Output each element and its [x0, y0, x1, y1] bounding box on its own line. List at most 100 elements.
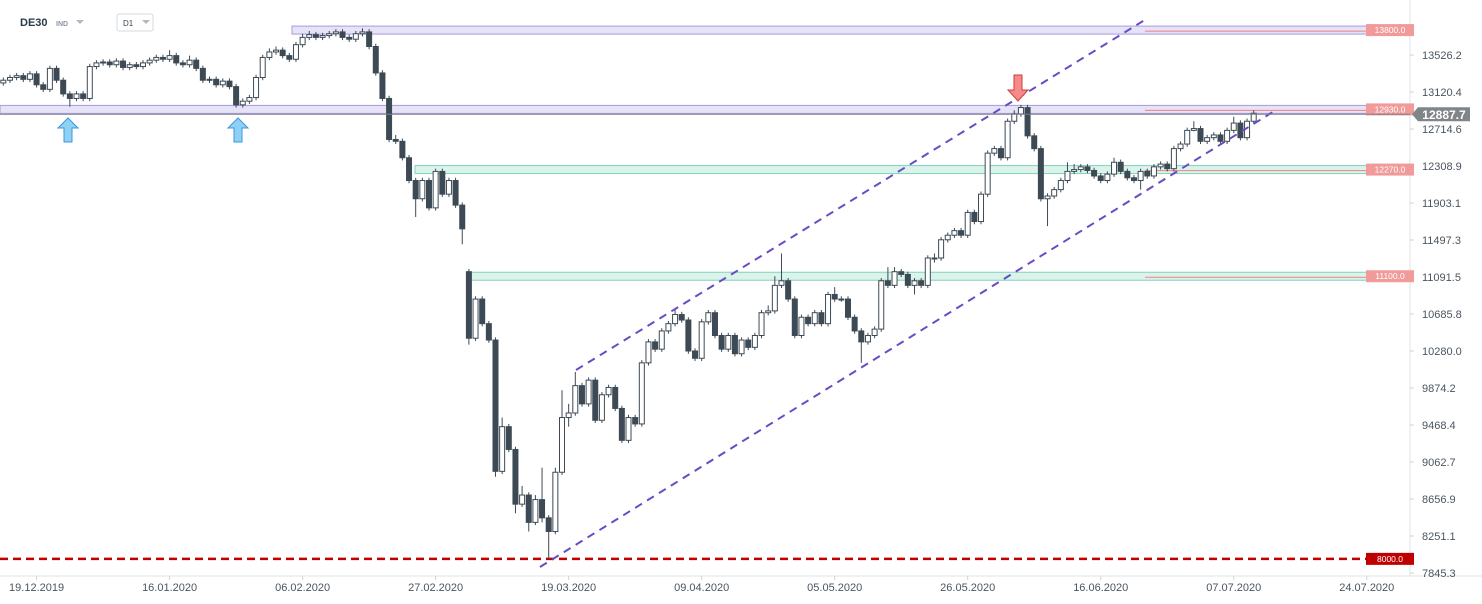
candle-body: [1170, 148, 1177, 170]
candle-body: [725, 334, 732, 350]
candle-body: [505, 426, 512, 450]
candle-body: [1011, 113, 1018, 122]
candle-body: [951, 230, 958, 236]
candle-body: [572, 385, 579, 414]
candle-body: [818, 312, 825, 325]
candle-body: [246, 97, 253, 102]
candle-body: [0, 79, 7, 84]
candle-body: [286, 55, 293, 60]
candle-body: [1204, 137, 1211, 142]
candle-body: [292, 44, 299, 60]
x-tick-label: 16.01.2020: [142, 582, 197, 594]
y-tick-label: 9874.2: [1422, 383, 1456, 395]
candle-body: [13, 75, 20, 78]
candle-body: [53, 67, 60, 81]
x-tick-label: 05.05.2020: [807, 582, 862, 594]
candle-body: [1024, 107, 1031, 137]
x-tick-label: 06.02.2020: [275, 582, 330, 594]
candle-body: [944, 234, 951, 241]
dropdown-caret[interactable]: [76, 20, 84, 24]
candle-body: [1137, 170, 1144, 182]
candle-body: [1004, 120, 1011, 159]
candle-body: [1031, 135, 1038, 150]
candle-body: [1037, 148, 1044, 200]
level-label-box: [1366, 163, 1414, 176]
level-zone: [0, 104, 1411, 114]
candle-body: [1084, 166, 1091, 171]
candle-body: [100, 61, 107, 64]
x-tick-label: 27.02.2020: [408, 582, 463, 594]
candle-body: [126, 64, 133, 68]
x-tick-label: 09.04.2020: [674, 582, 729, 594]
candle-body: [565, 412, 572, 419]
candle-body: [339, 31, 346, 38]
candle-body: [971, 211, 978, 223]
x-tick-label: 26.05.2020: [940, 582, 995, 594]
candle-body: [1224, 129, 1231, 142]
candle-body: [173, 55, 180, 64]
candle-body: [346, 36, 353, 40]
candle-body: [938, 239, 945, 259]
candles: [0, 28, 1257, 559]
level-zone: [291, 25, 1411, 35]
candle-body: [545, 517, 552, 533]
candle-body: [1217, 134, 1224, 142]
candle-body: [924, 257, 931, 286]
candle-body: [931, 257, 938, 260]
candle-body: [811, 312, 818, 325]
level-label-box: [1366, 552, 1414, 565]
candle-body: [1190, 128, 1197, 131]
candle-body: [326, 33, 333, 37]
candle-body: [871, 328, 878, 336]
candle-body: [319, 35, 326, 38]
candle-body: [206, 78, 213, 81]
candle-body: [366, 31, 373, 47]
symbol: DE30: [20, 17, 48, 29]
x-tick-label: 19.03.2020: [541, 582, 596, 594]
candle-body: [692, 350, 699, 359]
candle-body: [758, 312, 765, 336]
candle-body: [878, 280, 885, 330]
candle-body: [1230, 122, 1237, 131]
candle-body: [46, 67, 53, 90]
candle-body: [166, 55, 173, 60]
candle-body: [532, 499, 539, 523]
candle-body: [864, 334, 871, 343]
candle-body: [352, 33, 359, 40]
candle-body: [133, 64, 140, 68]
candle-body: [552, 471, 559, 533]
level-label: 12930.0: [1375, 104, 1406, 114]
candle-body: [412, 180, 419, 200]
candle-body: [425, 180, 432, 209]
candle-body: [698, 321, 705, 359]
candle-body: [239, 100, 246, 106]
candle-body: [1097, 175, 1104, 182]
level-zone: [466, 271, 1411, 281]
y-tick-label: 8656.9: [1422, 494, 1456, 506]
candle-body: [858, 330, 865, 343]
x-tick-label: 07.07.2020: [1206, 582, 1261, 594]
x-tick-label: 16.06.2020: [1073, 582, 1128, 594]
candle-body: [1177, 143, 1184, 150]
last-price-box: [1412, 107, 1470, 122]
candle-body: [1091, 169, 1098, 177]
candle-body: [539, 499, 546, 519]
candle-body: [226, 80, 233, 88]
candle-body: [159, 56, 166, 60]
candle-body: [20, 75, 27, 80]
level-label: 8000.0: [1377, 554, 1403, 564]
candle-body: [146, 59, 153, 64]
candle-body: [1144, 170, 1151, 177]
candle-body: [652, 341, 659, 350]
candle-body: [1184, 129, 1191, 145]
candle-body: [66, 93, 73, 99]
candle-body: [199, 67, 206, 81]
level-label: 12270.0: [1375, 165, 1406, 175]
candle-body: [439, 170, 446, 195]
candle-body: [831, 293, 838, 300]
candle-body: [1164, 163, 1171, 170]
timeframe-select[interactable]: [116, 13, 154, 32]
dropdown-caret[interactable]: [142, 20, 150, 24]
